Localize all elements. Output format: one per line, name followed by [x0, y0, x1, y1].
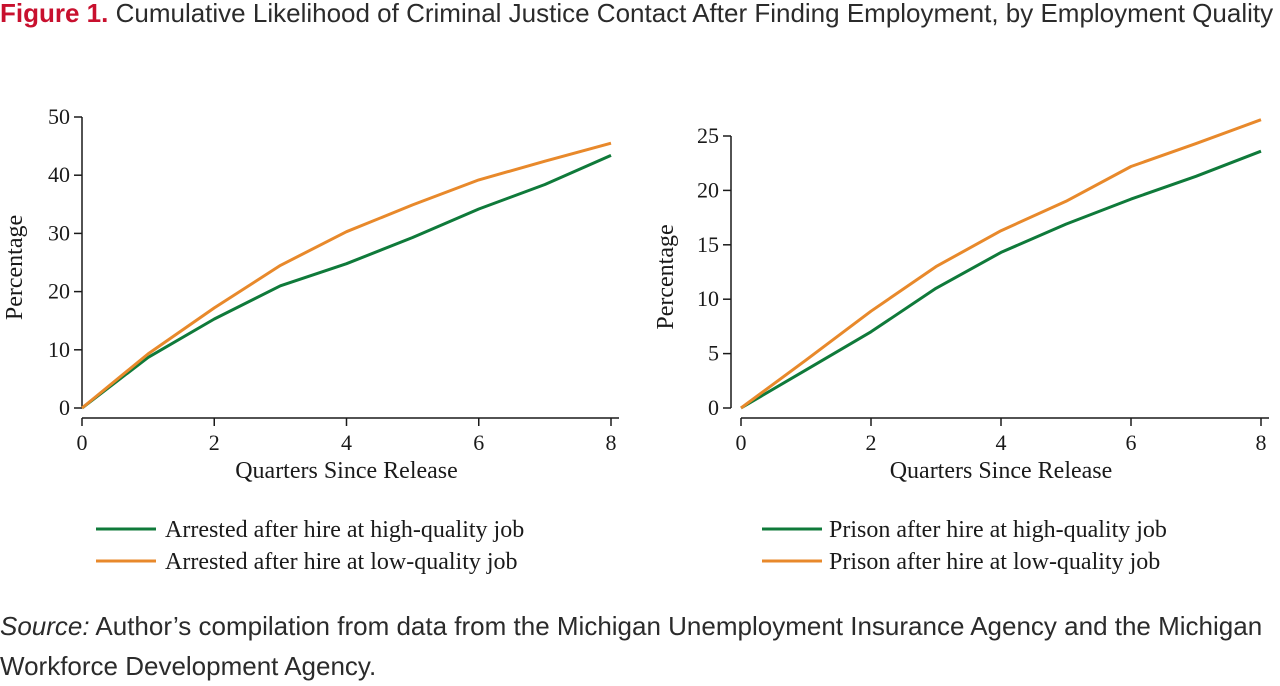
x-tick-label: 8: [1256, 430, 1267, 455]
x-tick-label: 0: [77, 430, 88, 455]
x-tick-label: 6: [473, 430, 484, 455]
figure-title: Figure 1. Cumulative Likelihood of Crimi…: [0, 0, 1275, 32]
y-tick-label: 40: [48, 162, 70, 187]
y-tick-label: 15: [697, 232, 719, 257]
series-line-high-quality: [81, 154, 612, 410]
source-text: Author’s compilation from data from the …: [0, 611, 1263, 681]
series-line-low-quality: [81, 141, 612, 410]
series-line-low-quality: [740, 118, 1262, 410]
series-line-high-quality: [740, 149, 1262, 410]
chart-prison: 0 5 10 15 20 25 0 2 4 6 8 Quarters Since Release Per…: [653, 118, 1269, 575]
y-tick-label: 50: [48, 104, 70, 129]
x-tick-label: 2: [866, 430, 877, 455]
y-tick-label: 0: [59, 395, 70, 420]
y-tick-label: 0: [708, 395, 719, 420]
y-tick-label: 20: [697, 177, 719, 202]
y-tick-label: 10: [48, 337, 70, 362]
figure-label: Figure 1.: [0, 0, 109, 28]
y-axis-title: Percentage: [2, 215, 28, 320]
x-axis-title: Quarters Since Release: [235, 458, 458, 484]
figure-title-text: Cumulative Likelihood of Criminal Justic…: [115, 0, 1274, 28]
x-tick-label: 0: [736, 430, 747, 455]
x-tick-label: 4: [341, 430, 352, 455]
x-tick-label: 2: [209, 430, 220, 455]
y-tick-label: 30: [48, 220, 70, 245]
x-tick-label: 4: [996, 430, 1007, 455]
chart-arrested: 0 10 20 30 40 50 0 2 4 6 8 Quarters Since Release Pe…: [2, 104, 619, 575]
y-tick-label: 25: [697, 123, 719, 148]
source-label: Source:: [0, 611, 90, 641]
y-tick-label: 10: [697, 286, 719, 311]
legend-label: Arrested after hire at low-quality job: [165, 549, 518, 575]
x-axis-title: Quarters Since Release: [890, 458, 1113, 484]
legend-label: Prison after hire at low-quality job: [829, 549, 1160, 575]
x-tick-label: 6: [1126, 430, 1137, 455]
y-axis-title: Percentage: [653, 224, 679, 329]
legend-label: Arrested after hire at high-quality job: [165, 517, 524, 543]
source-note: Source: Author’s compilation from data f…: [0, 606, 1280, 686]
x-tick-label: 8: [606, 430, 617, 455]
y-tick-label: 5: [708, 341, 719, 366]
legend-label: Prison after hire at high-quality job: [829, 517, 1167, 543]
y-tick-label: 20: [48, 279, 70, 304]
